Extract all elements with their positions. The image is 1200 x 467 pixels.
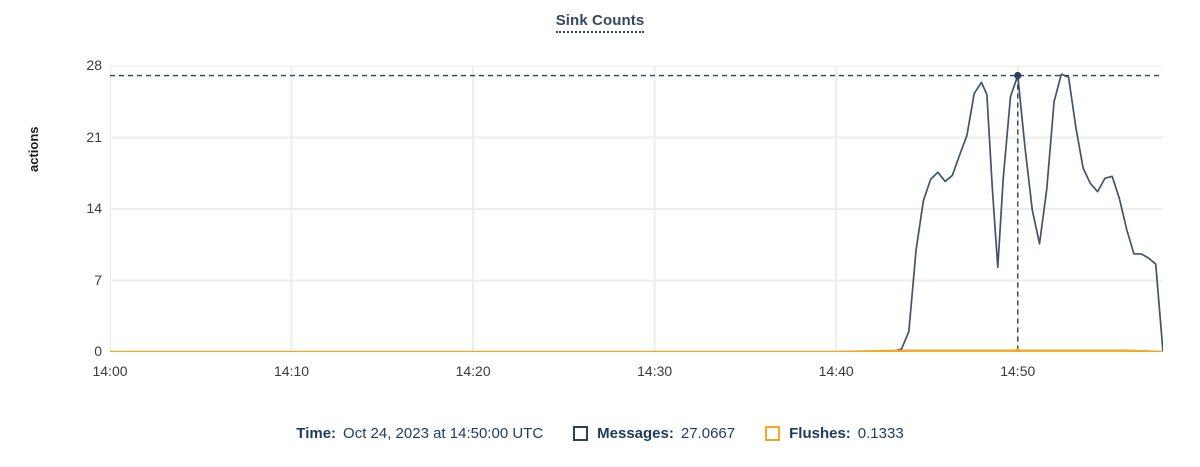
x-tick-label: 14:20: [455, 363, 491, 379]
legend-messages-value: 27.0667: [680, 424, 736, 442]
y-axis-ticks: 0 7 14 21 28: [34, 0, 102, 467]
x-tick-label: 14:40: [818, 363, 854, 379]
legend-flushes-value: 0.1333: [857, 424, 904, 442]
legend-item-flushes[interactable]: Flushes: 0.1333: [765, 425, 904, 442]
x-tick-label: 14:30: [637, 363, 673, 379]
legend-flushes-key: Flushes:: [789, 424, 851, 442]
x-tick-label: 14:00: [92, 363, 128, 379]
tooltip-time-key: Time:: [296, 424, 337, 442]
y-tick-label: 21: [86, 128, 102, 145]
series-lines: [110, 73, 1163, 352]
legend-messages-key: Messages:: [597, 424, 674, 442]
y-tick-label: 14: [86, 200, 102, 216]
x-tick-label: 14:50: [1000, 363, 1036, 379]
gridlines: [110, 66, 1163, 352]
tooltip-time-value: Oct 24, 2023 at 14:50:00 UTC: [343, 424, 544, 442]
tooltip-legend-row: Time: Oct 24, 2023 at 14:50:00 UTC Messa…: [0, 418, 1200, 448]
y-tick-label: 7: [94, 271, 102, 288]
plot-area[interactable]: [110, 66, 1163, 352]
x-axis-ticks: 14:00 14:10 14:20 14:30 14:40 14:50: [0, 364, 1200, 386]
x-tick-label: 14:10: [274, 363, 310, 379]
flushes-swatch-icon: [765, 425, 781, 441]
crosshair-point-messages: [1014, 71, 1022, 80]
messages-swatch-icon: [573, 425, 589, 441]
legend-item-messages[interactable]: Messages: 27.0667: [573, 425, 735, 442]
y-tick-label: 28: [86, 57, 102, 73]
series-line-flushes: [110, 349, 1163, 352]
chart-title-container: Sink Counts: [0, 0, 1200, 44]
series-line-messages: [110, 73, 1163, 352]
crosshair-point-flushes: [1014, 348, 1022, 352]
plot-svg: [110, 66, 1163, 352]
y-tick-label: 0: [94, 343, 102, 359]
page-title[interactable]: Sink Counts: [555, 12, 645, 33]
tooltip-time: Time: Oct 24, 2023 at 14:50:00 UTC: [296, 425, 543, 442]
crosshair: [110, 71, 1163, 352]
